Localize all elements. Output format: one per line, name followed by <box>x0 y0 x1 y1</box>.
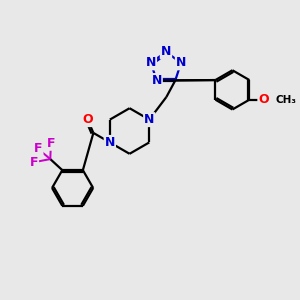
Text: N: N <box>146 56 156 69</box>
Text: F: F <box>34 142 43 155</box>
Text: N: N <box>176 56 186 69</box>
Text: O: O <box>258 93 269 106</box>
Text: N: N <box>105 136 115 149</box>
Text: N: N <box>144 113 154 126</box>
Text: CH₃: CH₃ <box>276 95 297 105</box>
Text: F: F <box>47 137 55 150</box>
Text: N: N <box>161 45 171 58</box>
Text: N: N <box>152 74 162 87</box>
Text: O: O <box>82 113 93 126</box>
Text: F: F <box>30 156 38 169</box>
